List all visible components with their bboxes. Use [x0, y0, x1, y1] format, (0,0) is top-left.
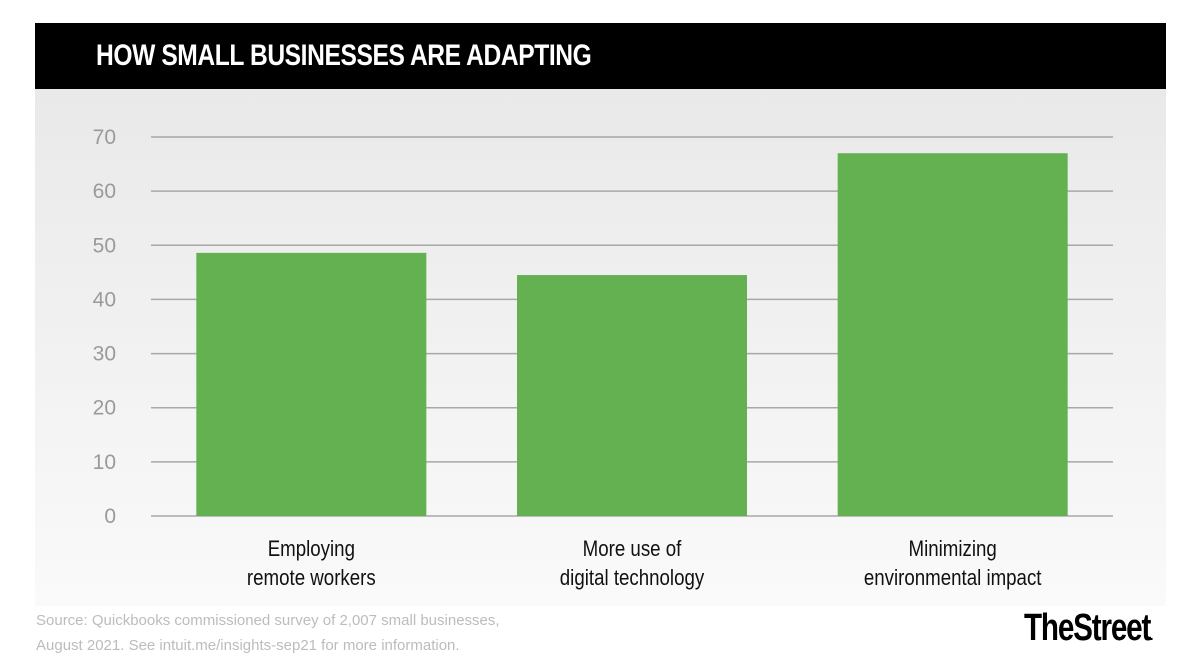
x-category-label-line: More use of: [583, 538, 682, 562]
logo-dot: .: [1150, 627, 1154, 643]
bar-1: [517, 275, 747, 516]
thestreet-logo: TheStreet.: [1024, 606, 1153, 650]
x-category-label: Employing remote workers: [247, 538, 376, 591]
y-tick-label: 10: [93, 451, 116, 474]
bar-2: [837, 153, 1068, 516]
x-axis-labels: Employing remote workers More use of digita…: [247, 538, 1042, 591]
y-tick-label: 70: [93, 126, 116, 149]
x-category-label-line: Minimizing: [909, 538, 997, 562]
x-category-label: More use of digital technology: [560, 538, 705, 591]
y-tick-label: 50: [93, 234, 116, 257]
source-line-1: Source: Quickbooks commissioned survey o…: [36, 612, 500, 629]
chart-header: HOW SMALL BUSINESSES ARE ADAPTING: [35, 23, 1166, 89]
x-category-label-line: Employing: [268, 538, 355, 562]
x-category-label-line: remote workers: [247, 567, 376, 591]
source-line-2: August 2021. See intuit.me/insights-sep2…: [36, 637, 460, 654]
y-tick-label: 0: [104, 505, 116, 528]
y-tick-label: 60: [93, 180, 116, 203]
source-note: Source: Quickbooks commissioned survey o…: [36, 608, 636, 658]
bars: [196, 153, 1068, 516]
x-category-label-line: environmental impact: [864, 567, 1042, 591]
bar-0: [196, 252, 427, 516]
y-tick-label: 40: [93, 288, 116, 311]
y-tick-label: 20: [93, 397, 116, 420]
x-category-label-line: digital technology: [560, 567, 705, 591]
y-tick-label: 30: [93, 343, 116, 366]
chart-title: HOW SMALL BUSINESSES ARE ADAPTING: [96, 39, 592, 72]
y-axis-ticks: 0 10 20 30 40 50 60 70: [93, 126, 116, 528]
logo-text: TheStreet: [1024, 607, 1151, 649]
x-category-label: Minimizing environmental impact: [864, 538, 1042, 591]
